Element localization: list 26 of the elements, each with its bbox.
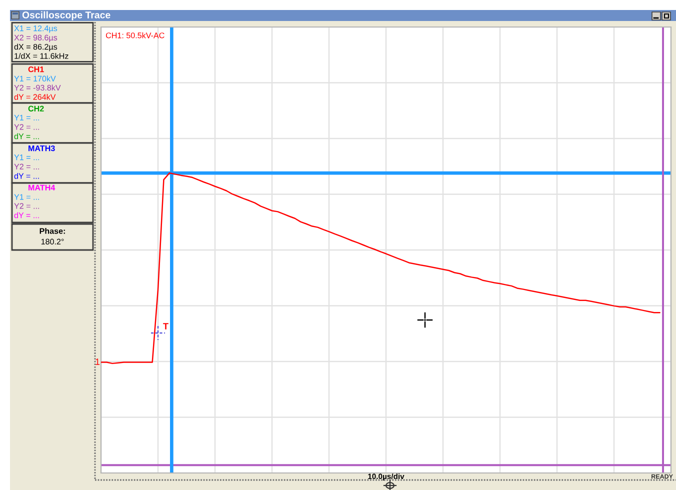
text: MATH3	[28, 145, 55, 152]
text: Y1 = ...	[14, 114, 40, 120]
text: 180.2°	[41, 238, 64, 244]
text: 1/dX = 11.6kHz	[14, 52, 68, 59]
text: dY = ...	[14, 133, 39, 140]
text: CH2	[28, 106, 44, 112]
text: CH1: 50.5kV-AC	[106, 32, 164, 38]
text: 1	[96, 358, 100, 365]
text: X2 = 98.6µs	[14, 34, 58, 42]
text: dY = ...	[14, 172, 39, 179]
text: Y1 = ...	[14, 194, 40, 200]
text: Y2 = ...	[14, 203, 40, 209]
text: dX = 86.2µs	[14, 44, 58, 52]
chart-title: Oscilloscope Trace	[22, 11, 110, 20]
text: dY = ...	[14, 212, 39, 218]
text: dY = 264kV	[14, 94, 56, 100]
text: CH1	[28, 66, 44, 72]
text: Y1 = ...	[14, 154, 40, 160]
text: MATH4	[28, 184, 56, 190]
text: Y2 = ...	[14, 124, 40, 130]
annotation: T	[163, 323, 168, 330]
text: Y2 = ...	[14, 164, 40, 170]
text: X1 = 12.4µs	[14, 25, 58, 33]
text: Y2 = -93.8kV	[14, 84, 61, 91]
text: Y1 = 170kV	[14, 76, 56, 82]
text: Phase:	[40, 228, 65, 234]
